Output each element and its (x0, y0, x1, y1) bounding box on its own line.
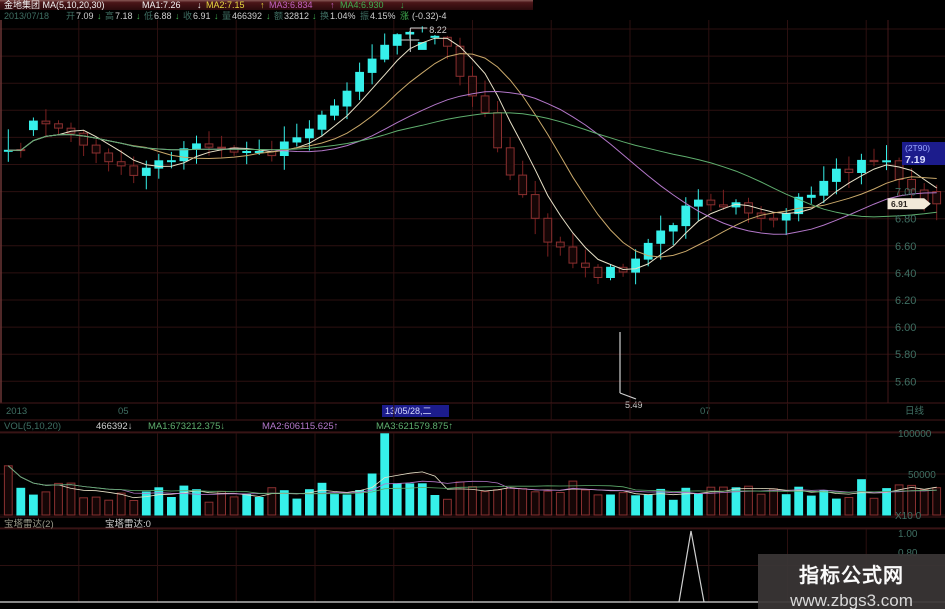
svg-text:↑: ↑ (260, 0, 265, 10)
svg-text:MA3:6.834: MA3:6.834 (269, 0, 313, 10)
svg-text:开: 开 (66, 11, 75, 21)
svg-text:高: 高 (105, 10, 114, 21)
svg-text:6.20: 6.20 (895, 295, 916, 307)
svg-text:1.04%: 1.04% (330, 11, 356, 21)
svg-text:振: 振 (360, 10, 369, 21)
svg-text:MA1:673212.375↓: MA1:673212.375↓ (148, 421, 225, 432)
svg-text:MA2:606115.625↑: MA2:606115.625↑ (262, 421, 338, 432)
svg-text:MA2:7.15: MA2:7.15 (206, 0, 245, 10)
svg-text:(2T90): (2T90) (905, 143, 930, 153)
svg-text:5.80: 5.80 (895, 349, 916, 361)
svg-text:6.00: 6.00 (895, 322, 916, 334)
svg-text:466392↓: 466392↓ (96, 421, 132, 432)
svg-text:100000: 100000 (898, 429, 932, 440)
svg-text:6.80: 6.80 (895, 214, 916, 226)
svg-text:(-0.32)-4: (-0.32)-4 (412, 11, 447, 21)
svg-text:额: 额 (274, 10, 283, 21)
svg-text:宝塔雷达:0: 宝塔雷达:0 (105, 518, 151, 530)
svg-text:MA3:621579.875↑: MA3:621579.875↑ (376, 421, 453, 432)
svg-text:↓: ↓ (312, 11, 317, 21)
svg-text:05: 05 (118, 406, 129, 417)
svg-text:4.15%: 4.15% (370, 11, 396, 21)
svg-text:↓: ↓ (136, 11, 141, 21)
svg-text:收: 收 (183, 10, 192, 21)
svg-text:MA1:7.26: MA1:7.26 (142, 0, 181, 10)
svg-text:MA4:6.930: MA4:6.930 (340, 0, 384, 10)
svg-text:6.91: 6.91 (193, 11, 211, 21)
svg-text:1.00: 1.00 (898, 529, 918, 540)
svg-text:2013/07/18: 2013/07/18 (4, 11, 49, 21)
svg-text:量: 量 (222, 11, 231, 21)
svg-text:宝塔雷达(2): 宝塔雷达(2) (4, 518, 54, 530)
svg-text:6.60: 6.60 (895, 241, 916, 253)
svg-text:↑: ↑ (330, 0, 335, 10)
svg-text:50000: 50000 (908, 470, 936, 481)
svg-text:466392: 466392 (232, 11, 262, 21)
svg-text:↓: ↓ (266, 11, 271, 21)
svg-text:↓: ↓ (197, 0, 202, 10)
svg-text:7.18: 7.18 (115, 11, 133, 21)
svg-text:低: 低 (144, 10, 153, 21)
svg-text:↓: ↓ (214, 11, 219, 21)
svg-text:13/05/28,二: 13/05/28,二 (385, 406, 432, 416)
svg-text:涨: 涨 (400, 11, 409, 21)
svg-text:5.60: 5.60 (895, 376, 916, 388)
svg-text:7.00: 7.00 (895, 187, 916, 199)
svg-text:7.19: 7.19 (905, 154, 926, 166)
svg-text:8.22: 8.22 (429, 25, 447, 35)
svg-text:↓: ↓ (175, 11, 180, 21)
svg-text:6.40: 6.40 (895, 268, 916, 280)
svg-text:换: 换 (320, 10, 329, 21)
svg-text:7.09: 7.09 (76, 11, 94, 21)
svg-text:5.49: 5.49 (625, 400, 643, 410)
svg-text:32812: 32812 (284, 11, 309, 21)
svg-text:↓: ↓ (97, 11, 102, 21)
svg-text:6.91: 6.91 (891, 199, 908, 209)
svg-text:6.88: 6.88 (154, 11, 172, 21)
svg-text:X10 0: X10 0 (895, 511, 922, 522)
svg-text:日线: 日线 (905, 405, 925, 417)
svg-text:2013: 2013 (6, 406, 27, 417)
svg-text:金地集团 MA(5,10,20,30): 金地集团 MA(5,10,20,30) (4, 0, 105, 10)
svg-text:VOL(5,10,20): VOL(5,10,20) (4, 421, 61, 432)
svg-text:↓: ↓ (400, 0, 405, 10)
